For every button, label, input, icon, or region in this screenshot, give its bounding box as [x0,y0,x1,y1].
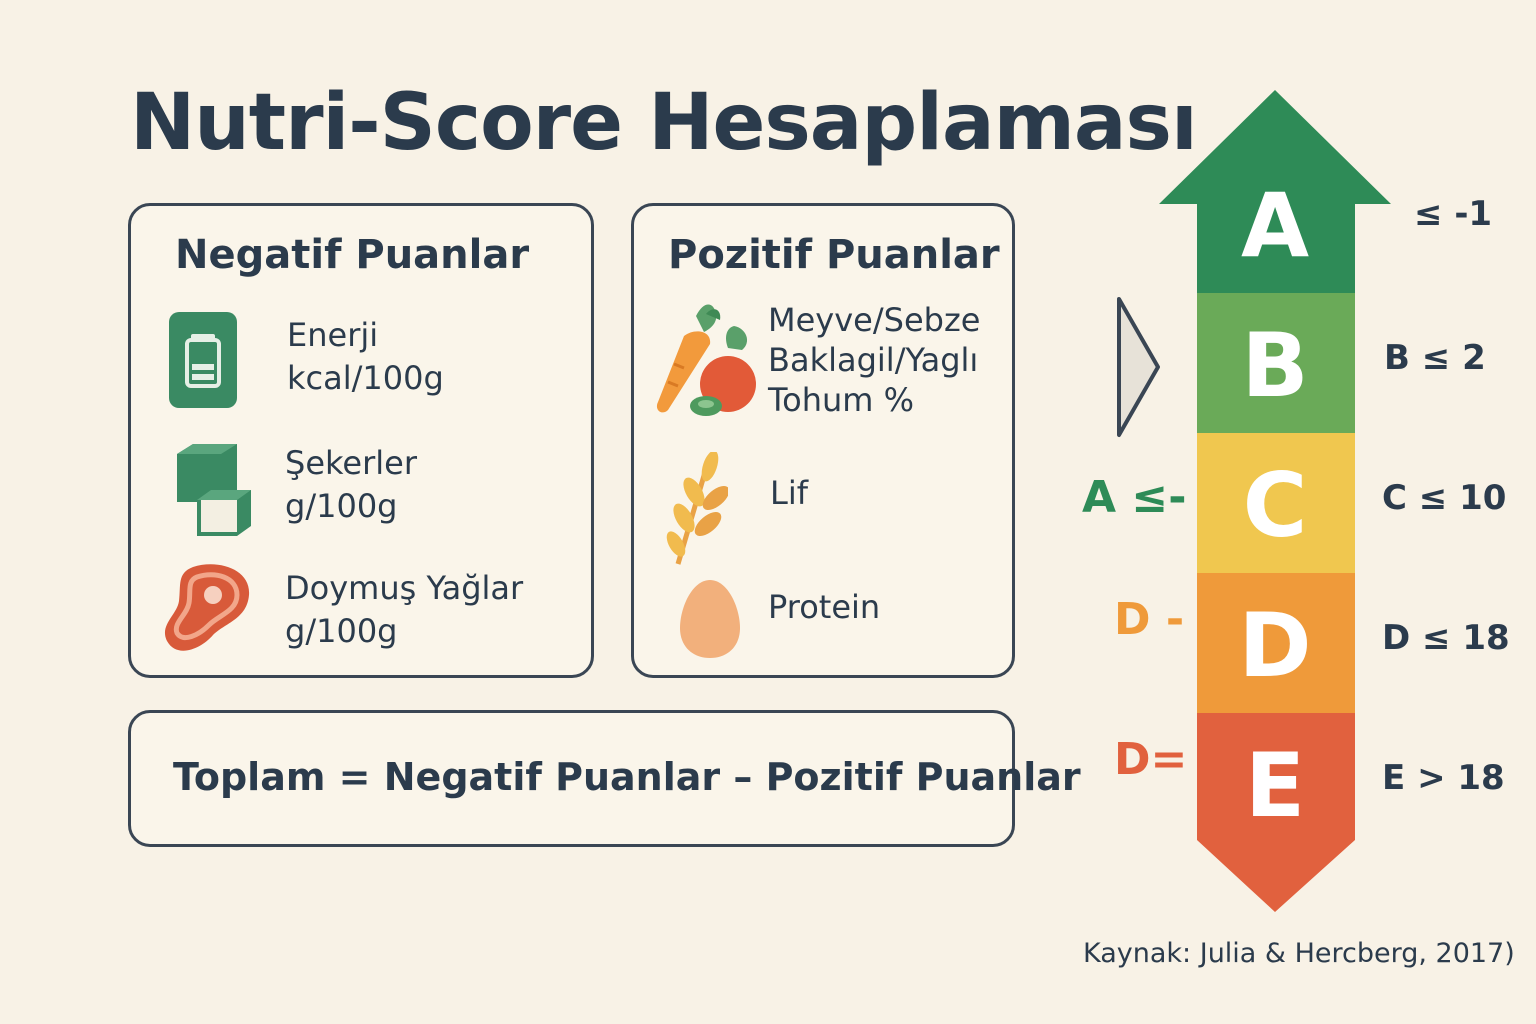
saturated-fat-label: Doymuş Yağlar [285,569,524,607]
grade-a-threshold: ≤ -1 [1414,194,1493,234]
vegetables-icon [656,304,756,416]
sugars-label: Şekerler [285,444,417,482]
grade-b-letter: B [1241,314,1308,417]
side-label-d-equal: D= [1114,734,1188,785]
sugars-unit: g/100g [285,487,398,525]
grade-e-threshold: E > 18 [1382,758,1505,798]
total-formula-panel: Toplam = Negatif Puanlar – Pozitif Puanl… [128,710,1081,847]
battery-icon [169,312,237,408]
energy-unit: kcal/100g [287,359,444,397]
page-title: Nutri-Score Hesaplaması [130,78,1198,168]
fruit-vegetable-line3: Tohum % [768,381,914,419]
positive-points-title: Pozitif Puanlar [668,232,1000,278]
nutri-score-scale: A B C D E [1159,90,1391,912]
negative-points-title: Negatif Puanlar [175,232,530,278]
pointer-triangle-icon [1117,297,1160,437]
grade-c-letter: C [1243,454,1308,557]
fruit-vegetable-line2: Baklagil/Yaglı [768,341,979,379]
protein-label: Protein [768,588,881,626]
grade-d-letter: D [1238,594,1311,697]
sugar-cubes-icon [177,444,251,536]
grade-b-band [1159,293,1391,433]
fruit-vegetable-line1: Meyve/Sebze [768,301,981,339]
grade-c-band [1159,433,1391,573]
saturated-fat-unit: g/100g [285,612,398,650]
positive-points-panel: Pozitif Puanlar Meyve/Sebze Baklagil/Yag… [631,203,1015,678]
grade-d-band [1159,573,1391,713]
egg-icon [680,580,740,658]
meat-steak-icon [164,564,250,651]
energy-label: Enerji [287,316,379,354]
grade-b-threshold: B ≤ 2 [1384,338,1486,378]
source-citation: Kaynak: Julia & Hercberg, 2017) [1083,938,1515,969]
grade-d-threshold: D ≤ 18 [1382,618,1510,658]
grade-a-letter: A [1241,174,1309,277]
grade-c-threshold: C ≤ 10 [1382,478,1507,518]
grade-e-letter: E [1245,734,1305,837]
total-formula: Toplam = Negatif Puanlar – Pozitif Puanl… [173,755,1081,799]
wheat-icon [666,452,728,565]
negative-points-panel: Negatif Puanlar Enerji kcal/100g Şekerle… [128,203,594,678]
side-label-a: A ≤- [1082,472,1187,523]
fiber-label: Lif [770,474,808,512]
side-label-d: D - [1114,594,1185,645]
